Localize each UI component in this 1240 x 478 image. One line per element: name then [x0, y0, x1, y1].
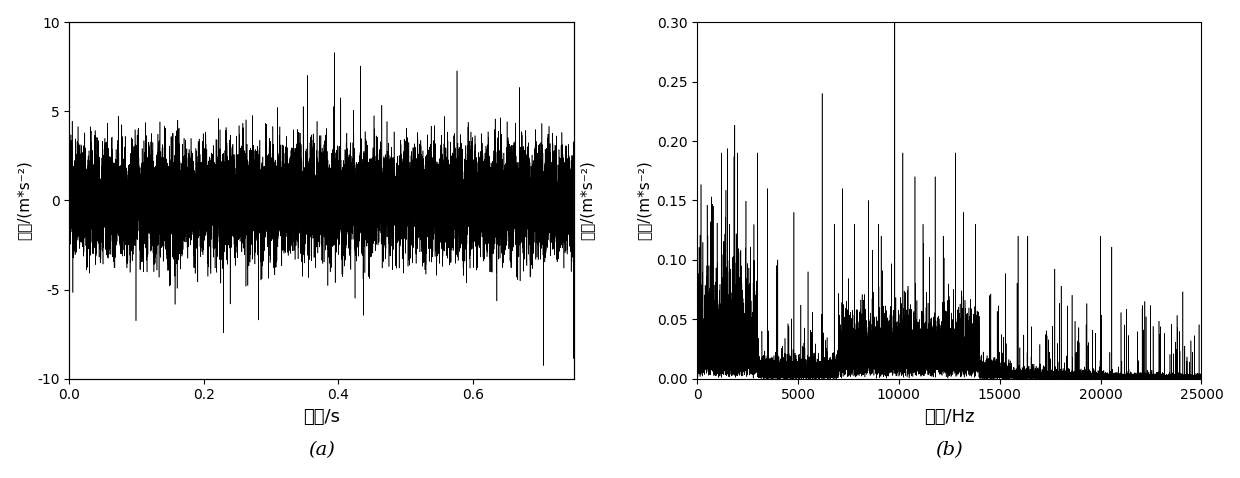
- Y-axis label: 振幅/(m*s⁻²): 振幅/(m*s⁻²): [636, 161, 651, 240]
- Y-axis label: 振幅/(m*s⁻²): 振幅/(m*s⁻²): [579, 161, 594, 240]
- Text: (b): (b): [935, 441, 963, 459]
- Y-axis label: 振幅/(m*s⁻²): 振幅/(m*s⁻²): [16, 161, 32, 240]
- X-axis label: 时间/s: 时间/s: [303, 408, 340, 426]
- X-axis label: 频率/Hz: 频率/Hz: [924, 408, 975, 426]
- Text: (a): (a): [309, 441, 335, 459]
